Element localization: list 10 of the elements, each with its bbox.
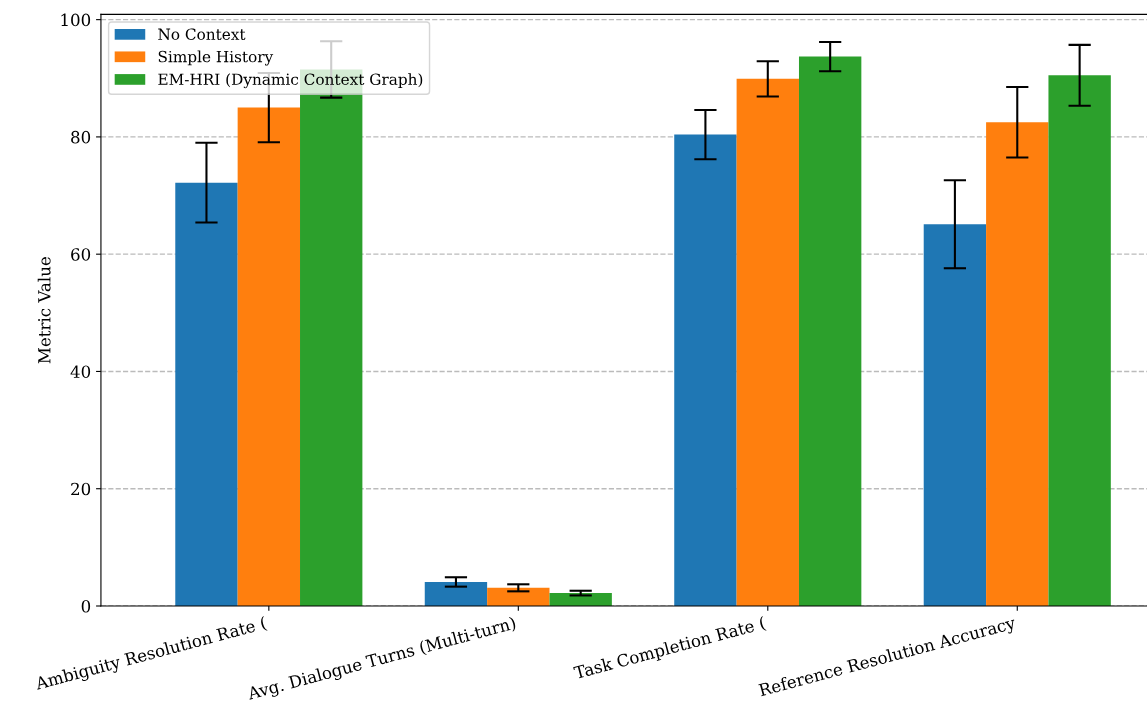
legend-label: No Context	[158, 28, 246, 40]
y-tick-label: 100	[61, 13, 91, 27]
y-axis-title: Metric Value	[37, 257, 51, 364]
y-tick-label: 20	[71, 482, 91, 496]
legend-label: EM-HRI (Dynamic Context Graph)	[158, 73, 423, 89]
y-tick-label: 0	[81, 599, 91, 613]
y-tick-label: 40	[70, 365, 91, 379]
legend-label: Simple History	[158, 50, 274, 66]
y-tick-label: 80	[71, 130, 91, 144]
y-tick-label: 60	[71, 248, 91, 261]
